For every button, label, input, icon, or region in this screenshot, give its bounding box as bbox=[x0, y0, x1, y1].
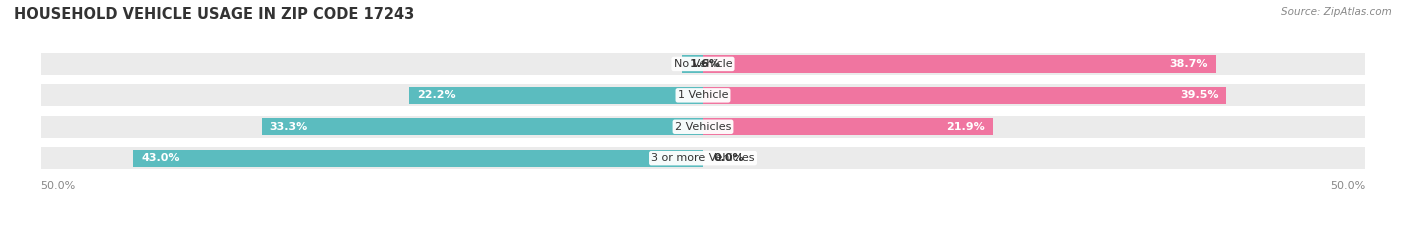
Bar bbox=[682, 55, 703, 72]
Bar bbox=[703, 55, 1216, 72]
Bar bbox=[41, 147, 1365, 169]
Text: 2 Vehicles: 2 Vehicles bbox=[675, 122, 731, 132]
Text: 38.7%: 38.7% bbox=[1170, 59, 1208, 69]
Text: 21.9%: 21.9% bbox=[946, 122, 986, 132]
Bar bbox=[409, 87, 703, 104]
Text: 1.6%: 1.6% bbox=[690, 59, 721, 69]
Text: 0.0%: 0.0% bbox=[714, 153, 744, 163]
Bar bbox=[134, 150, 703, 167]
Bar bbox=[703, 87, 1226, 104]
Text: 3 or more Vehicles: 3 or more Vehicles bbox=[651, 153, 755, 163]
Text: 22.2%: 22.2% bbox=[416, 90, 456, 100]
Text: 43.0%: 43.0% bbox=[141, 153, 180, 163]
Bar bbox=[41, 84, 1365, 106]
Bar bbox=[41, 53, 1365, 75]
Bar bbox=[703, 118, 993, 135]
Text: 1 Vehicle: 1 Vehicle bbox=[678, 90, 728, 100]
Text: 39.5%: 39.5% bbox=[1180, 90, 1219, 100]
Bar bbox=[41, 116, 1365, 138]
Text: HOUSEHOLD VEHICLE USAGE IN ZIP CODE 17243: HOUSEHOLD VEHICLE USAGE IN ZIP CODE 1724… bbox=[14, 7, 415, 22]
Text: 50.0%: 50.0% bbox=[41, 181, 76, 191]
Text: 33.3%: 33.3% bbox=[270, 122, 308, 132]
Text: 50.0%: 50.0% bbox=[1330, 181, 1365, 191]
Text: Source: ZipAtlas.com: Source: ZipAtlas.com bbox=[1281, 7, 1392, 17]
Bar bbox=[262, 118, 703, 135]
Text: No Vehicle: No Vehicle bbox=[673, 59, 733, 69]
